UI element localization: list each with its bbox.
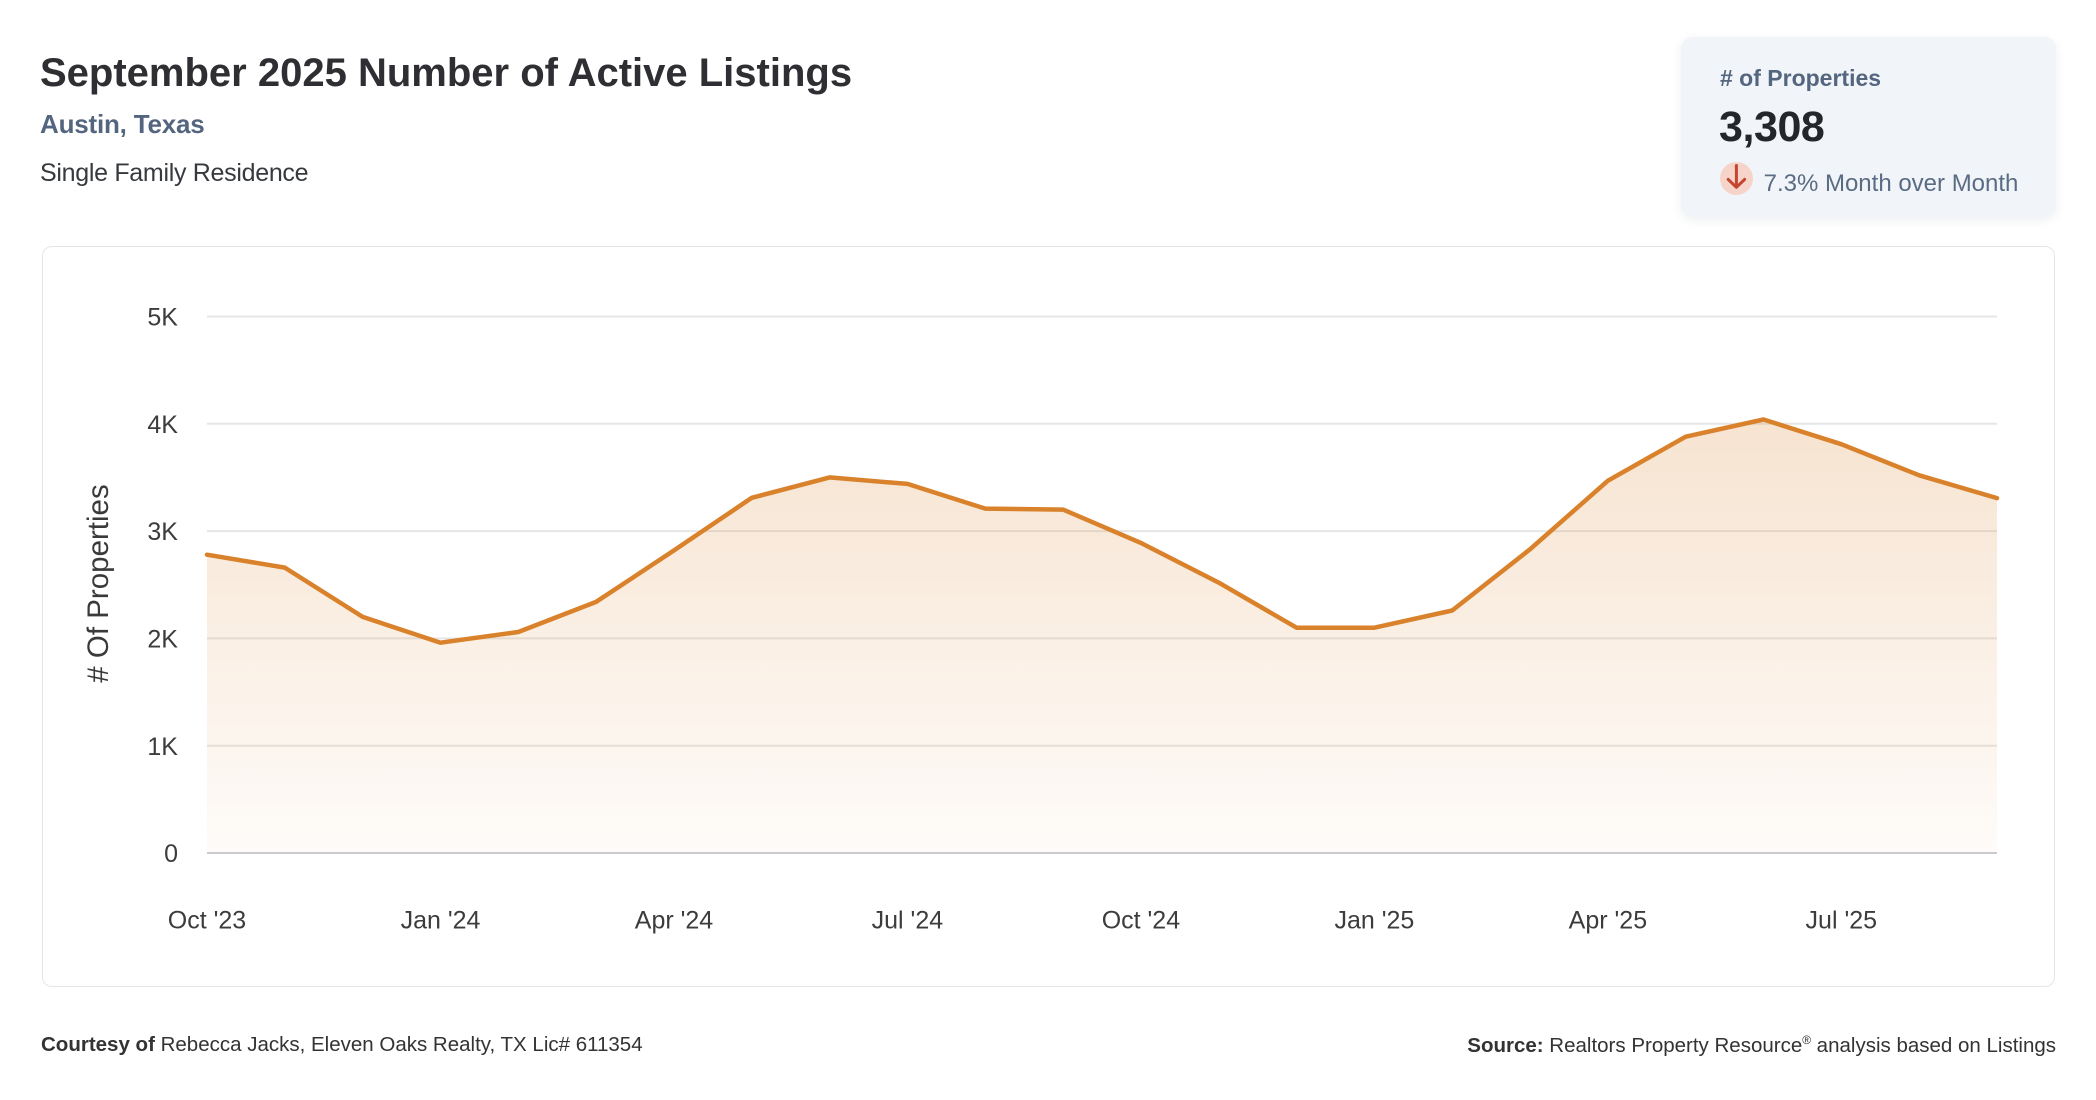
svg-text:Apr '24: Apr '24 xyxy=(635,907,714,935)
svg-text:Jul '24: Jul '24 xyxy=(872,907,944,935)
svg-text:Jul '25: Jul '25 xyxy=(1806,907,1877,935)
svg-text:Jan '25: Jan '25 xyxy=(1334,907,1414,935)
svg-text:Jan '24: Jan '24 xyxy=(401,907,481,935)
svg-text:Apr '25: Apr '25 xyxy=(1569,907,1647,935)
svg-text:3K: 3K xyxy=(147,518,178,546)
svg-text:4K: 4K xyxy=(147,411,178,439)
svg-text:Oct '23: Oct '23 xyxy=(168,907,246,935)
svg-text:2K: 2K xyxy=(147,626,178,654)
svg-text:Oct '24: Oct '24 xyxy=(1102,907,1181,935)
svg-text:1K: 1K xyxy=(147,733,178,761)
svg-text:# Of Properties: # Of Properties xyxy=(82,484,115,682)
svg-text:0: 0 xyxy=(164,840,178,868)
svg-text:5K: 5K xyxy=(147,304,178,332)
